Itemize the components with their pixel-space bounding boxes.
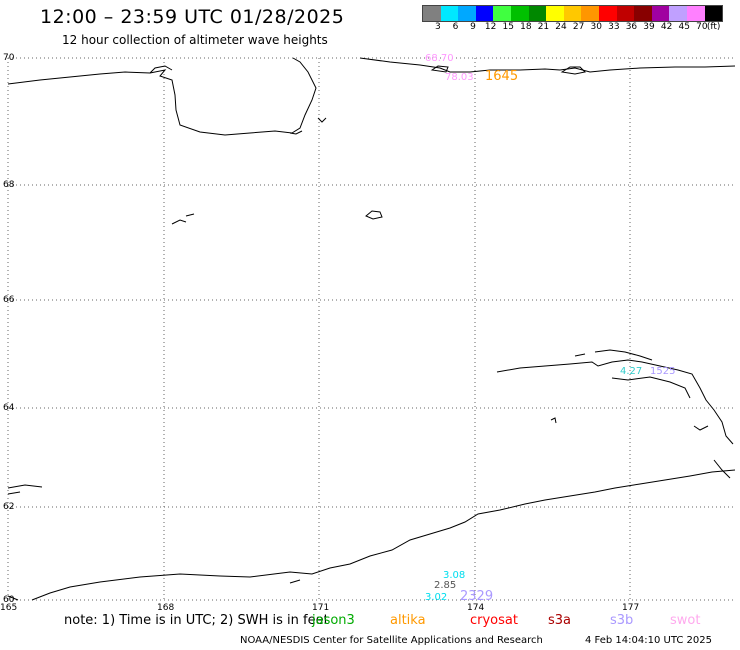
legend-label: 70 bbox=[696, 22, 708, 32]
legend-label: 33 bbox=[608, 22, 620, 32]
legend-label: 39 bbox=[643, 22, 655, 32]
satellite-label: cryosat bbox=[470, 613, 518, 628]
legend-label: 18 bbox=[520, 22, 532, 32]
generated-timestamp: 4 Feb 14:04:10 UTC 2025 bbox=[585, 635, 712, 646]
satellite-label: s3b bbox=[610, 613, 634, 628]
legend-label: 45 bbox=[678, 22, 690, 32]
wave-height-label: 3.08 bbox=[443, 570, 465, 581]
wave-height-label: 2329 bbox=[460, 589, 493, 604]
legend-swatch bbox=[634, 6, 652, 21]
legend-label: 12 bbox=[484, 22, 497, 32]
satellite-label: jason3 bbox=[312, 613, 355, 628]
wave-height-label: 78.03 bbox=[445, 72, 474, 83]
page-subtitle: 12 hour collection of altimeter wave hei… bbox=[62, 33, 328, 47]
legend-swatch bbox=[704, 6, 723, 21]
lon-label: 171 bbox=[312, 603, 329, 613]
legend-swatch bbox=[546, 6, 564, 21]
legend-label: 24 bbox=[555, 22, 567, 32]
satellite-label: swot bbox=[670, 613, 701, 628]
wave-height-label: 2.85 bbox=[434, 580, 456, 591]
lon-label: 177 bbox=[622, 603, 639, 613]
legend-label: 36 bbox=[625, 22, 638, 32]
legend-swatch bbox=[423, 6, 441, 21]
coastline bbox=[7, 57, 736, 601]
lat-label: 66 bbox=[3, 295, 15, 305]
satellite-label: altika bbox=[390, 613, 426, 628]
wave-height-label: 1525 bbox=[650, 366, 675, 377]
lon-label: 165 bbox=[0, 603, 17, 613]
legend-label: 30 bbox=[590, 22, 602, 32]
wave-height-label: 4.27 bbox=[620, 366, 642, 377]
legend-label: 3 bbox=[434, 22, 441, 32]
legend-swatch bbox=[458, 6, 476, 21]
legend-swatch bbox=[686, 6, 705, 21]
legend-label: 15 bbox=[502, 22, 514, 32]
lat-label: 64 bbox=[3, 403, 15, 413]
observations: 68.70 78.03 1645 4.27 1525 3.082.853.02 2329 bbox=[425, 53, 675, 604]
wave-height-label: 3.02 bbox=[425, 592, 447, 603]
wave-height-label: 68.70 bbox=[425, 53, 454, 64]
satellite-label: s3a bbox=[548, 613, 572, 628]
legend-label: 21 bbox=[537, 22, 550, 32]
lon-label: 174 bbox=[467, 603, 484, 613]
legend-label: 27 bbox=[572, 22, 585, 32]
legend-swatch bbox=[528, 6, 547, 21]
color-legend bbox=[422, 5, 724, 22]
page-title: 12:00 – 23:59 UTC 01/28/2025 bbox=[40, 6, 345, 28]
legend-swatch bbox=[651, 6, 670, 21]
lon-labels: 165 168 171 174 177 bbox=[0, 603, 639, 613]
lat-label: 70 bbox=[3, 53, 15, 63]
graticule bbox=[7, 57, 735, 601]
lon-label: 168 bbox=[157, 603, 174, 613]
lat-label: 68 bbox=[3, 180, 15, 190]
wave-height-label: 1645 bbox=[485, 69, 518, 84]
lat-label: 60 bbox=[3, 595, 15, 605]
legend-swatch bbox=[598, 6, 617, 21]
legend-swatch bbox=[669, 6, 687, 21]
legend-swatch bbox=[475, 6, 494, 21]
legend-label: 9 bbox=[470, 22, 476, 32]
legend-label: (ft) bbox=[706, 22, 721, 32]
lat-labels: 70 68 66 64 62 60 bbox=[3, 53, 15, 605]
footer-note: note: 1) Time is in UTC; 2) SWH is in fe… bbox=[64, 613, 329, 628]
legend-swatch bbox=[563, 6, 582, 21]
legend-swatch bbox=[493, 6, 511, 21]
legend-label: 42 bbox=[660, 22, 673, 32]
legend-swatch bbox=[616, 6, 635, 21]
legend-swatch bbox=[440, 6, 459, 21]
legend-label: 6 bbox=[452, 22, 459, 32]
lat-label: 62 bbox=[3, 502, 14, 512]
legend-swatch bbox=[510, 6, 529, 21]
legend-swatch bbox=[581, 6, 599, 21]
credit-text: NOAA/NESDIS Center for Satellite Applica… bbox=[240, 635, 543, 646]
